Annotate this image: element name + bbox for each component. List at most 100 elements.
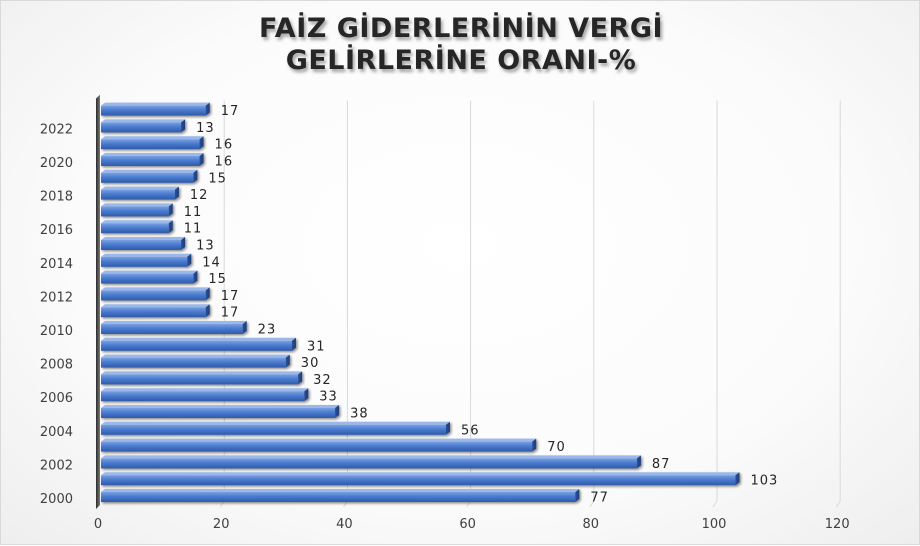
- bar-end: [205, 304, 210, 318]
- bar: [101, 405, 340, 418]
- bar-face: [101, 357, 286, 368]
- bar-face: [101, 391, 305, 402]
- bar: [101, 304, 210, 318]
- y-tick-label: 2012: [40, 290, 73, 305]
- data-label: 23: [258, 323, 277, 338]
- data-label: 38: [350, 407, 369, 422]
- bar-top: [101, 237, 186, 240]
- bar-face: [101, 223, 169, 234]
- data-label: 70: [547, 440, 566, 455]
- bar-end: [735, 472, 740, 486]
- bar-face: [101, 307, 206, 318]
- data-label: 17: [221, 289, 240, 304]
- y-tick-label: 2020: [40, 156, 73, 171]
- bar-face: [101, 240, 182, 250]
- bar: [101, 186, 179, 200]
- data-label: 33: [319, 390, 338, 405]
- bar-top: [101, 489, 580, 492]
- bar: [101, 371, 303, 385]
- bar-face: [101, 424, 446, 435]
- data-label: 77: [590, 491, 609, 506]
- gridline-foot: [712, 500, 718, 508]
- x-tick-label: 60: [459, 517, 476, 532]
- bar: [101, 237, 186, 250]
- data-label: 30: [301, 356, 320, 371]
- x-tick-label: 40: [336, 517, 353, 532]
- y-tick-label: 2014: [40, 257, 73, 272]
- bar-top: [101, 455, 641, 459]
- bar: [101, 489, 580, 502]
- bar-top: [101, 136, 204, 140]
- bar-end: [168, 203, 173, 217]
- bar-top: [101, 270, 198, 274]
- x-tick-label: 80: [583, 517, 600, 532]
- bar-top: [101, 287, 210, 291]
- x-tick-label: 20: [213, 517, 230, 532]
- bar-end: [174, 186, 179, 200]
- bar: [101, 421, 450, 435]
- bar-face: [101, 139, 200, 150]
- y-tick-label: 2004: [40, 425, 73, 440]
- bar-top: [101, 186, 179, 190]
- bar-face: [101, 256, 188, 267]
- data-label: 12: [190, 188, 209, 203]
- bar-top: [101, 119, 186, 123]
- bar: [101, 136, 204, 150]
- bar: [101, 438, 537, 452]
- y-tick-label: 2018: [40, 190, 73, 205]
- bar-end: [193, 270, 198, 284]
- data-label: 11: [184, 205, 203, 220]
- bar-top: [101, 203, 173, 207]
- bar-face: [101, 273, 194, 284]
- bar: [101, 455, 641, 469]
- data-label: 87: [652, 457, 671, 472]
- bar: [101, 354, 290, 368]
- data-label: 32: [313, 373, 332, 388]
- data-label: 11: [184, 222, 203, 237]
- bar-end: [181, 237, 186, 250]
- y-tick-label: 2008: [40, 358, 73, 373]
- bar-face: [101, 156, 200, 166]
- data-label: 31: [307, 339, 326, 354]
- data-label: 14: [202, 255, 221, 270]
- y-tick-label: 2010: [40, 324, 73, 339]
- data-label: 13: [196, 121, 215, 136]
- x-tick-label: 0: [94, 517, 102, 532]
- axis-wall: [96, 94, 100, 509]
- bar-end: [304, 388, 309, 402]
- bar: [101, 102, 210, 116]
- bar-top: [101, 421, 450, 425]
- bar-face: [101, 122, 182, 133]
- bar-face: [101, 441, 533, 452]
- bar: [101, 153, 204, 166]
- data-label: 56: [461, 423, 480, 438]
- bar-top: [101, 220, 173, 224]
- y-tick-label: 2000: [40, 492, 73, 507]
- bar: [101, 321, 247, 334]
- bar-top: [101, 371, 303, 375]
- bar-top: [101, 337, 296, 341]
- bar: [101, 220, 173, 234]
- chart-title-line-1: FAİZ GİDERLERİNİN VERGİ: [258, 13, 664, 44]
- bar-end: [445, 421, 450, 435]
- bar-end: [187, 253, 192, 267]
- bar: [101, 270, 198, 284]
- data-label: 15: [208, 171, 227, 186]
- bar-end: [168, 220, 173, 234]
- data-label: 16: [215, 138, 234, 153]
- bar: [101, 203, 173, 217]
- bar-face: [101, 492, 576, 502]
- bar-face: [101, 475, 736, 486]
- data-label: 17: [221, 306, 240, 321]
- bar: [101, 253, 192, 267]
- bar-end: [193, 169, 198, 183]
- bar-top: [101, 388, 309, 392]
- data-label: 13: [196, 239, 215, 254]
- y-tick-label: 2022: [40, 122, 73, 137]
- gridline-foot: [589, 500, 595, 508]
- bar-top: [101, 253, 192, 257]
- data-label: 15: [208, 272, 227, 287]
- data-label: 17: [221, 104, 240, 119]
- bar-top: [101, 438, 537, 442]
